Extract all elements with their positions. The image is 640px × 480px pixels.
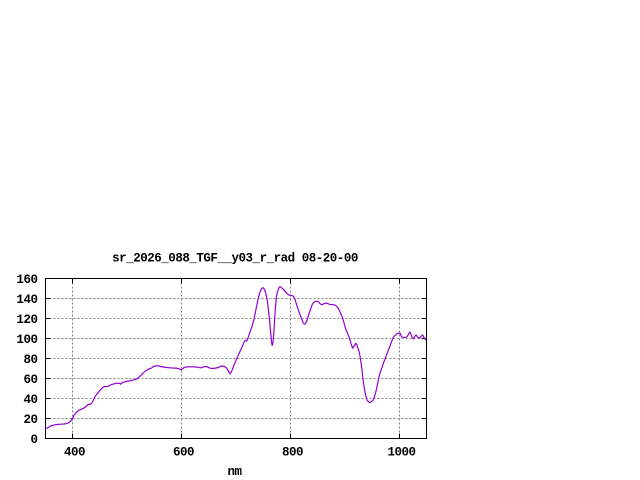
svg-text:400: 400 bbox=[64, 446, 85, 460]
svg-text:160: 160 bbox=[16, 273, 37, 287]
svg-text:800: 800 bbox=[282, 446, 303, 460]
svg-text:100: 100 bbox=[16, 333, 37, 347]
svg-text:0: 0 bbox=[30, 433, 37, 447]
svg-text:80: 80 bbox=[23, 353, 37, 367]
svg-text:nm: nm bbox=[227, 465, 242, 479]
svg-text:140: 140 bbox=[16, 293, 37, 307]
svg-text:60: 60 bbox=[23, 373, 37, 387]
svg-text:40: 40 bbox=[23, 393, 37, 407]
svg-text:120: 120 bbox=[16, 313, 37, 327]
svg-text:600: 600 bbox=[173, 446, 194, 460]
svg-text:1000: 1000 bbox=[387, 446, 415, 460]
svg-text:20: 20 bbox=[23, 413, 37, 427]
svg-text:sr_2026_088_TGF__y03_r_rad 08-: sr_2026_088_TGF__y03_r_rad 08-20-00 bbox=[112, 252, 358, 266]
